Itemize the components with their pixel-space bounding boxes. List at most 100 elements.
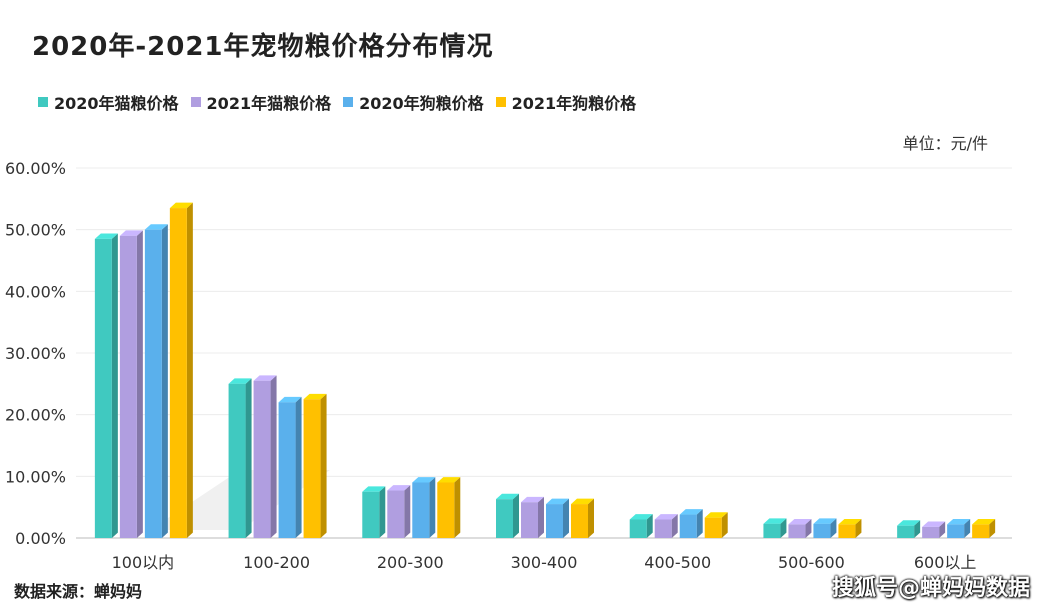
x-tick-label: 100以内	[112, 553, 175, 572]
legend-item-cat-2020: 2020年猫粮价格	[38, 90, 179, 114]
legend-item-dog-2021: 2021年狗粮价格	[495, 90, 637, 114]
bar-side	[186, 202, 193, 538]
bar-top	[922, 521, 946, 527]
bar-side	[245, 378, 252, 538]
bar	[922, 526, 940, 538]
bar	[119, 235, 137, 539]
bar-top	[412, 477, 436, 483]
bar-side	[939, 521, 946, 538]
bar-top	[838, 519, 862, 525]
bar-side	[563, 498, 569, 538]
bar	[788, 524, 806, 538]
bar-side	[855, 519, 862, 538]
y-tick-label: 40.00%	[5, 282, 66, 301]
chart-title: 2020年-2021年宠物粮价格分布情况	[32, 32, 494, 62]
bar	[679, 514, 697, 538]
bar-side	[780, 518, 787, 538]
bar-top	[763, 518, 787, 524]
bar	[521, 502, 538, 538]
legend-label: 2020年猫粮价格	[54, 94, 179, 113]
bar-side	[320, 393, 327, 538]
bar-top	[704, 512, 728, 518]
bar-top	[546, 498, 569, 505]
bar-top	[629, 514, 653, 520]
legend-item-dog-2020: 2020年狗粮价格	[343, 90, 484, 114]
watermark: 搜狐号@蝉妈妈数据	[831, 576, 1030, 601]
x-tick-label: 300-400	[511, 553, 578, 572]
bar-top	[788, 519, 812, 525]
bar-top	[387, 485, 411, 491]
bar-top	[679, 509, 703, 515]
legend-label: 2021年猫粮价格	[206, 94, 332, 113]
bar	[362, 491, 380, 538]
bar-top	[228, 378, 252, 384]
bar	[94, 238, 112, 538]
bar-side	[538, 496, 544, 538]
bar-top	[362, 486, 386, 492]
bar-side	[404, 485, 411, 538]
legend-swatch	[343, 97, 354, 107]
bar-top	[972, 519, 996, 525]
y-tick-label: 30.00%	[5, 344, 66, 363]
x-tick-label: 500-600	[778, 553, 845, 572]
bar	[763, 523, 781, 538]
y-tick-label: 60.00%	[5, 159, 66, 178]
bar	[813, 523, 831, 538]
bar	[947, 524, 965, 538]
x-tick-label: 400-500	[644, 553, 711, 572]
bar-top	[303, 393, 327, 400]
bar-side	[513, 493, 519, 538]
bar-top	[521, 496, 544, 503]
bar	[387, 490, 405, 538]
bar-side	[429, 477, 436, 538]
bar-top	[897, 520, 921, 526]
bar	[253, 380, 271, 538]
y-tick-label: 10.00%	[5, 467, 66, 486]
bar-side	[161, 224, 168, 538]
bar-top	[169, 202, 193, 209]
legend-swatch	[38, 97, 48, 107]
bar-side	[805, 519, 812, 538]
data-source: 数据来源：蝉妈妈	[14, 582, 143, 601]
bar-side	[136, 230, 143, 538]
legend-label: 2021年狗粮价格	[511, 94, 637, 113]
bar-top	[813, 518, 837, 524]
x-tick-label: 100-200	[243, 553, 310, 572]
legend-swatch	[495, 97, 506, 107]
legend-swatch	[190, 97, 201, 107]
y-tick-label: 0.00%	[15, 529, 66, 548]
bar-top	[119, 230, 143, 236]
bar	[169, 208, 187, 539]
y-tick-label: 50.00%	[5, 221, 66, 240]
bar	[838, 524, 856, 538]
x-tick-label: 600以上	[914, 553, 977, 572]
bar-side	[270, 375, 277, 538]
bar	[144, 229, 162, 538]
bar-side	[646, 514, 653, 538]
bar	[972, 524, 990, 538]
bar-top	[94, 233, 118, 239]
bar	[228, 383, 246, 538]
bar-side	[588, 498, 594, 538]
legend: 2020年猫粮价格 2021年猫粮价格 2020年狗粮价格 2021年狗粮价格	[38, 90, 636, 114]
bar	[571, 504, 588, 538]
bar-side	[696, 509, 703, 538]
y-tick-label: 20.00%	[5, 406, 66, 425]
bar	[704, 517, 722, 538]
bar	[629, 519, 647, 538]
bar	[654, 519, 672, 538]
bar-side	[964, 519, 971, 538]
bar-side	[721, 512, 728, 538]
legend-label: 2020年狗粮价格	[359, 94, 484, 113]
bar	[496, 499, 513, 538]
bar-top	[947, 519, 971, 525]
bar-top	[571, 498, 594, 505]
bar-side	[454, 477, 461, 538]
unit-label: 单位：元/件	[902, 134, 988, 153]
bar	[546, 504, 563, 538]
bar	[278, 402, 296, 538]
bar	[412, 482, 430, 538]
bar-top	[496, 493, 519, 500]
bar-side	[830, 518, 837, 538]
